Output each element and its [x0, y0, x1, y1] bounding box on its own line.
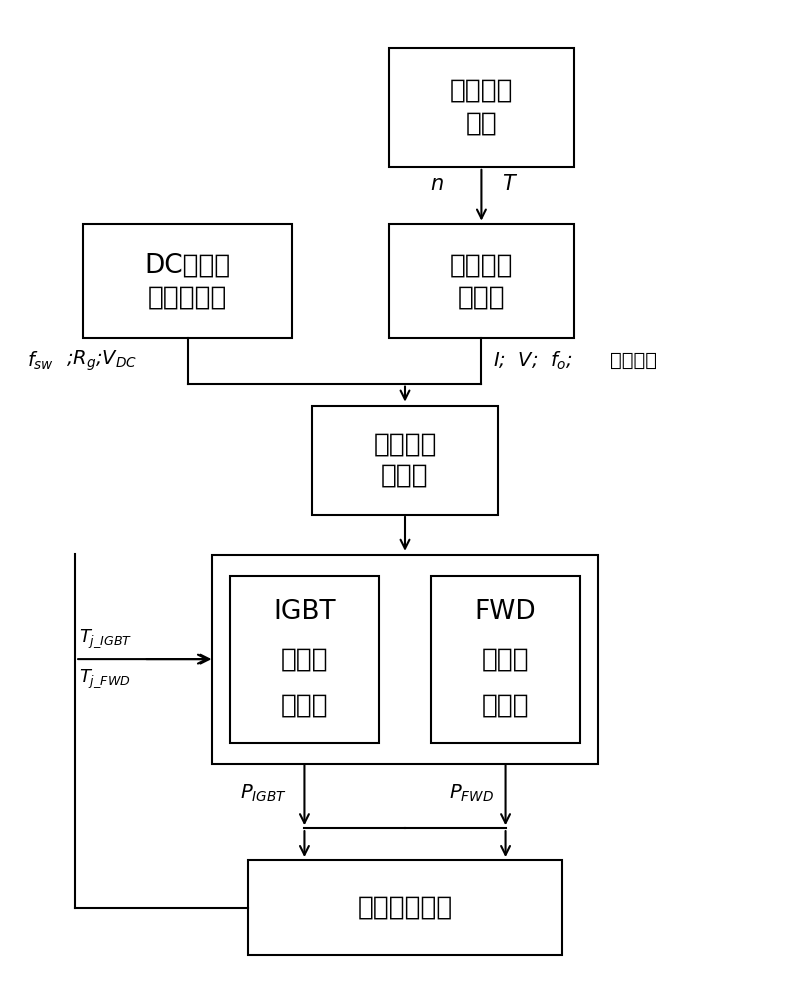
Text: FWD: FWD	[475, 599, 536, 625]
Text: 状态: 状态	[466, 111, 497, 137]
Bar	[248, 860, 562, 955]
Text: 作状态: 作状态	[382, 463, 428, 489]
Text: 开关信号: 开关信号	[610, 351, 657, 370]
Bar	[313, 406, 497, 515]
Text: DC及驱动: DC及驱动	[145, 252, 231, 278]
Text: ;$R_g$;$V_{DC}$: ;$R_g$;$V_{DC}$	[66, 349, 137, 373]
Text: 算模型: 算模型	[482, 693, 530, 719]
Text: 电机运行: 电机运行	[450, 77, 514, 103]
Bar	[212, 555, 598, 764]
Text: 算模型: 算模型	[280, 693, 328, 719]
Text: 析模型: 析模型	[458, 284, 505, 310]
Text: $I$;  $V$;  $f_o$;: $I$; $V$; $f_o$;	[493, 350, 573, 372]
Text: $P_{IGBT}$: $P_{IGBT}$	[240, 783, 287, 804]
Bar	[83, 224, 292, 338]
Bar	[389, 224, 574, 338]
Text: $n$: $n$	[430, 174, 444, 194]
Text: 热阵网络模型: 热阵网络模型	[357, 895, 453, 921]
Bar	[431, 576, 580, 743]
Text: 损耗计: 损耗计	[482, 646, 530, 672]
Text: 逆变器工: 逆变器工	[373, 432, 437, 458]
Text: $P_{FWD}$: $P_{FWD}$	[450, 783, 494, 804]
Text: $T_{j\_IGBT}$: $T_{j\_IGBT}$	[79, 628, 133, 650]
Bar	[389, 48, 574, 167]
Bar	[230, 576, 379, 743]
Text: IGBT: IGBT	[273, 599, 336, 625]
Text: $T$: $T$	[501, 174, 518, 194]
Text: $T_{j\_FWD}$: $T_{j\_FWD}$	[79, 668, 131, 690]
Text: 端参数设定: 端参数设定	[148, 284, 228, 310]
Text: 损耗计: 损耗计	[280, 646, 328, 672]
Text: 工作点解: 工作点解	[450, 252, 514, 278]
Text: $f_{sw}$: $f_{sw}$	[27, 350, 54, 372]
